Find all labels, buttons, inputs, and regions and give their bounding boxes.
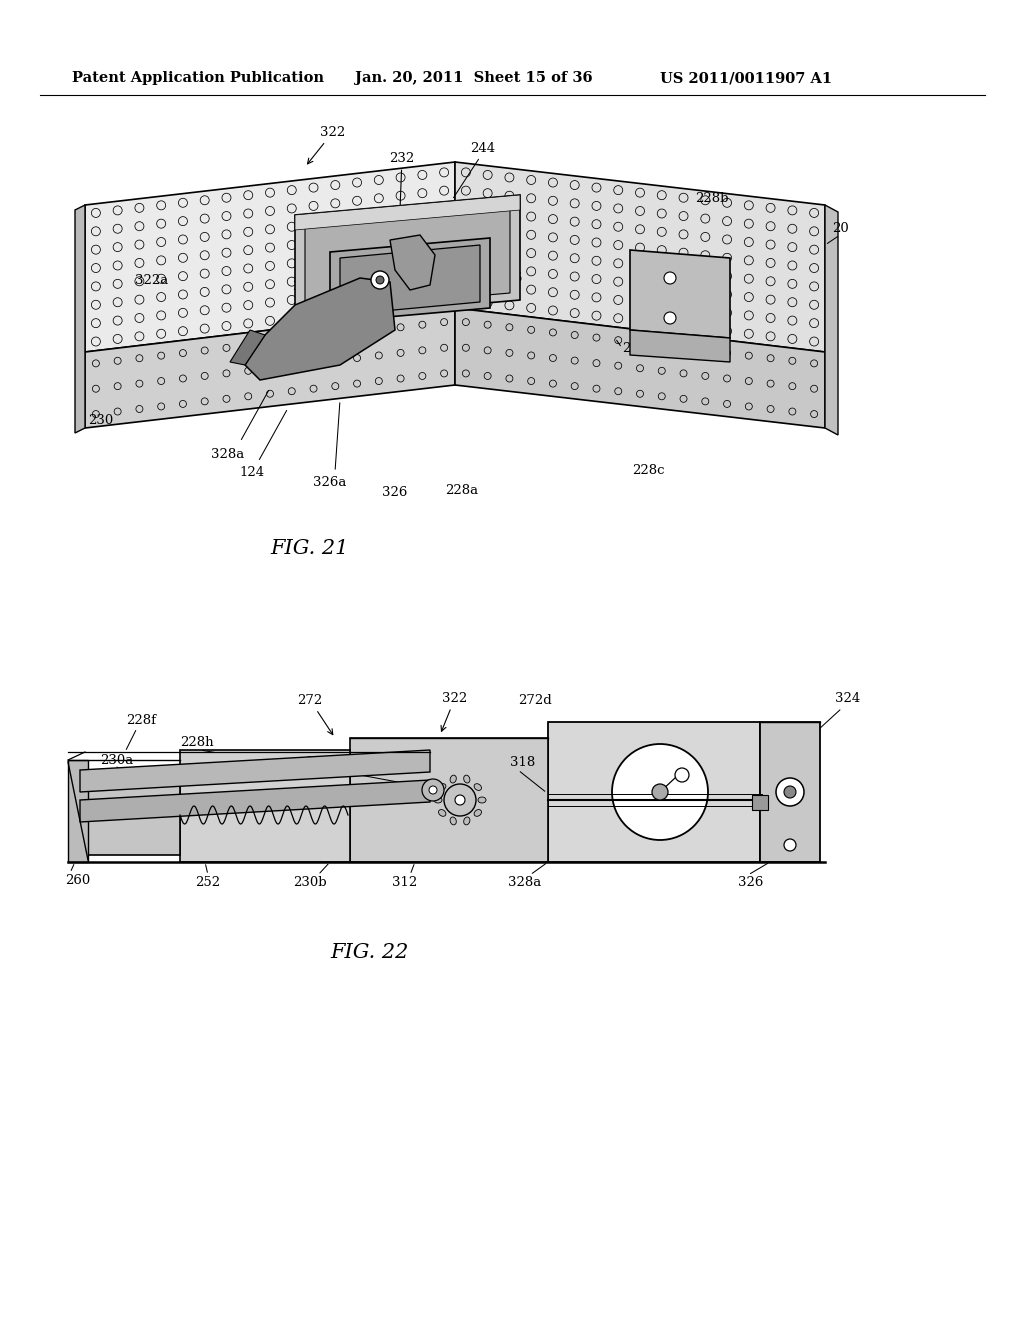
Polygon shape [245,279,395,380]
Circle shape [612,744,708,840]
Text: 228a: 228a [445,483,478,496]
Circle shape [784,785,796,799]
Text: 324: 324 [835,692,860,705]
Circle shape [784,840,796,851]
Text: 322: 322 [441,692,468,731]
Text: 272: 272 [297,693,333,735]
Polygon shape [340,246,480,315]
Polygon shape [548,722,760,862]
Text: 230b: 230b [293,875,327,888]
Text: Jan. 20, 2011  Sheet 15 of 36: Jan. 20, 2011 Sheet 15 of 36 [355,71,593,84]
Text: 328a: 328a [508,875,542,888]
Text: 228c: 228c [632,463,665,477]
Text: 124: 124 [240,466,264,479]
Polygon shape [68,760,88,862]
Circle shape [675,768,689,781]
Text: 230c: 230c [305,756,338,770]
Text: 218: 218 [622,342,647,355]
Text: 252: 252 [196,875,220,888]
Text: Patent Application Publication: Patent Application Publication [72,71,324,84]
Polygon shape [630,330,730,362]
Ellipse shape [434,797,442,803]
Polygon shape [330,238,490,322]
Text: 326: 326 [382,486,408,499]
Text: 260: 260 [65,874,90,887]
Polygon shape [230,330,265,366]
Text: 326: 326 [738,875,763,888]
Text: 244: 244 [470,141,496,154]
Circle shape [371,271,389,289]
Polygon shape [390,235,435,290]
Circle shape [664,312,676,323]
Ellipse shape [474,809,481,816]
Text: 312: 312 [392,875,418,888]
Polygon shape [295,195,520,319]
Text: FIG. 21: FIG. 21 [270,539,349,557]
Circle shape [444,784,476,816]
Polygon shape [80,770,180,855]
Circle shape [455,795,465,805]
Text: FIG. 22: FIG. 22 [331,942,410,961]
Text: 230a: 230a [100,754,133,767]
Ellipse shape [464,775,470,783]
Polygon shape [305,207,510,312]
Text: 228b: 228b [695,191,728,205]
Text: 228f: 228f [126,714,156,726]
Polygon shape [80,750,430,792]
Polygon shape [295,195,520,230]
Circle shape [422,779,444,801]
Text: 232: 232 [389,152,415,207]
Text: 272d: 272d [518,693,552,706]
Ellipse shape [451,817,457,825]
Polygon shape [752,795,768,810]
Polygon shape [455,308,825,428]
Polygon shape [80,780,430,822]
Text: 230: 230 [88,413,114,426]
Circle shape [376,276,384,284]
Text: US 2011/0011907 A1: US 2011/0011907 A1 [660,71,833,84]
Ellipse shape [478,797,486,803]
Circle shape [664,272,676,284]
Circle shape [776,777,804,807]
Text: 318: 318 [510,756,536,770]
Text: 218: 218 [293,281,317,293]
Text: 326a: 326a [313,475,347,488]
Ellipse shape [474,784,481,791]
Text: 322a: 322a [135,273,168,286]
Text: 20: 20 [831,222,849,235]
Polygon shape [455,162,825,352]
Text: 316: 316 [497,272,522,285]
Text: 228h: 228h [180,735,214,748]
Ellipse shape [438,809,445,816]
Circle shape [429,785,437,795]
Polygon shape [760,722,820,862]
Polygon shape [825,205,838,436]
Text: 328a: 328a [211,449,245,462]
Polygon shape [630,249,730,338]
Polygon shape [85,308,455,428]
Polygon shape [350,738,548,862]
Ellipse shape [451,775,457,783]
Ellipse shape [438,784,445,791]
Ellipse shape [464,817,470,825]
Polygon shape [75,205,85,433]
Polygon shape [85,162,455,352]
Polygon shape [180,750,350,862]
Text: 322: 322 [307,125,346,164]
Circle shape [652,784,668,800]
